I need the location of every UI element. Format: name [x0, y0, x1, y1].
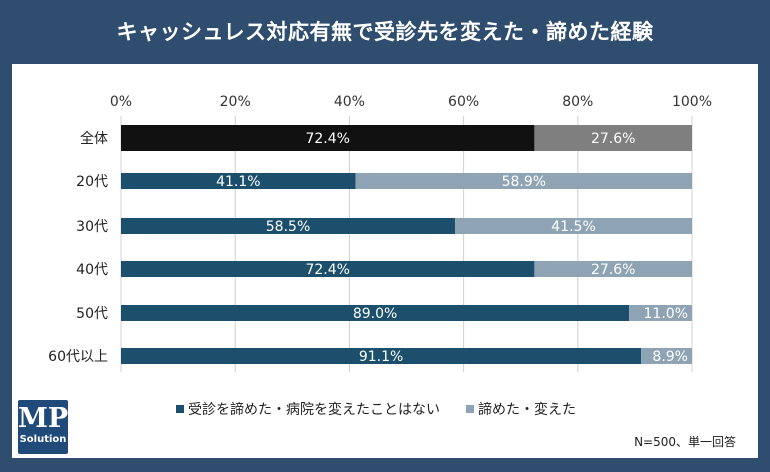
x-tick-label: 60%	[448, 94, 479, 110]
category-label: 60代以上	[48, 349, 108, 365]
category-label: 40代	[76, 262, 108, 278]
x-tick-label: 80%	[562, 94, 593, 110]
x-tick-label: 20%	[220, 94, 251, 110]
category-label: 20代	[76, 174, 108, 190]
data-label: 11.0%	[644, 306, 688, 322]
bar-segment	[121, 125, 535, 151]
data-label: 41.5%	[551, 219, 595, 235]
legend-swatch	[466, 405, 474, 413]
bar-segment	[641, 348, 692, 364]
data-label: 72.4%	[305, 131, 349, 147]
bar-segment	[534, 261, 692, 277]
data-label: 89.0%	[353, 306, 397, 322]
category-label: 全体	[80, 130, 108, 147]
category-label: 30代	[76, 219, 108, 235]
x-tick-label: 40%	[334, 94, 365, 110]
bar-segment	[121, 261, 535, 277]
bar-segment	[355, 173, 692, 189]
x-tick-label: 100%	[672, 94, 712, 110]
bar-segment	[534, 125, 692, 151]
logo-solution-text: Solution	[19, 434, 67, 445]
data-label: 72.4%	[305, 262, 349, 278]
logo-mp-text: MP	[18, 403, 69, 434]
data-label: 91.1%	[359, 349, 403, 365]
mp-solution-logo: MP Solution	[18, 400, 68, 454]
legend-swatch	[176, 405, 184, 413]
bar-segment	[455, 218, 692, 234]
bar-segment	[121, 305, 630, 321]
data-label: 27.6%	[591, 262, 635, 278]
chart-title: キャッシュレス対応有無で受診先を変えた・諦めた経験	[116, 20, 654, 44]
bar-segment	[121, 173, 356, 189]
bar-segment	[629, 305, 692, 321]
data-label: 58.5%	[266, 219, 310, 235]
sample-note: N=500、単一回答	[634, 434, 736, 449]
data-label: 8.9%	[652, 349, 688, 365]
x-tick-label: 0%	[110, 94, 132, 110]
legend-label: 受診を諦めた・病院を変えたことはない	[188, 401, 440, 418]
data-label: 27.6%	[591, 131, 635, 147]
legend-label: 諦めた・変えた	[478, 401, 576, 418]
data-label: 41.1%	[216, 174, 260, 190]
data-label: 58.9%	[502, 174, 546, 190]
bar-segment	[121, 218, 456, 234]
category-label: 50代	[76, 306, 108, 322]
bar-segment	[121, 348, 642, 364]
